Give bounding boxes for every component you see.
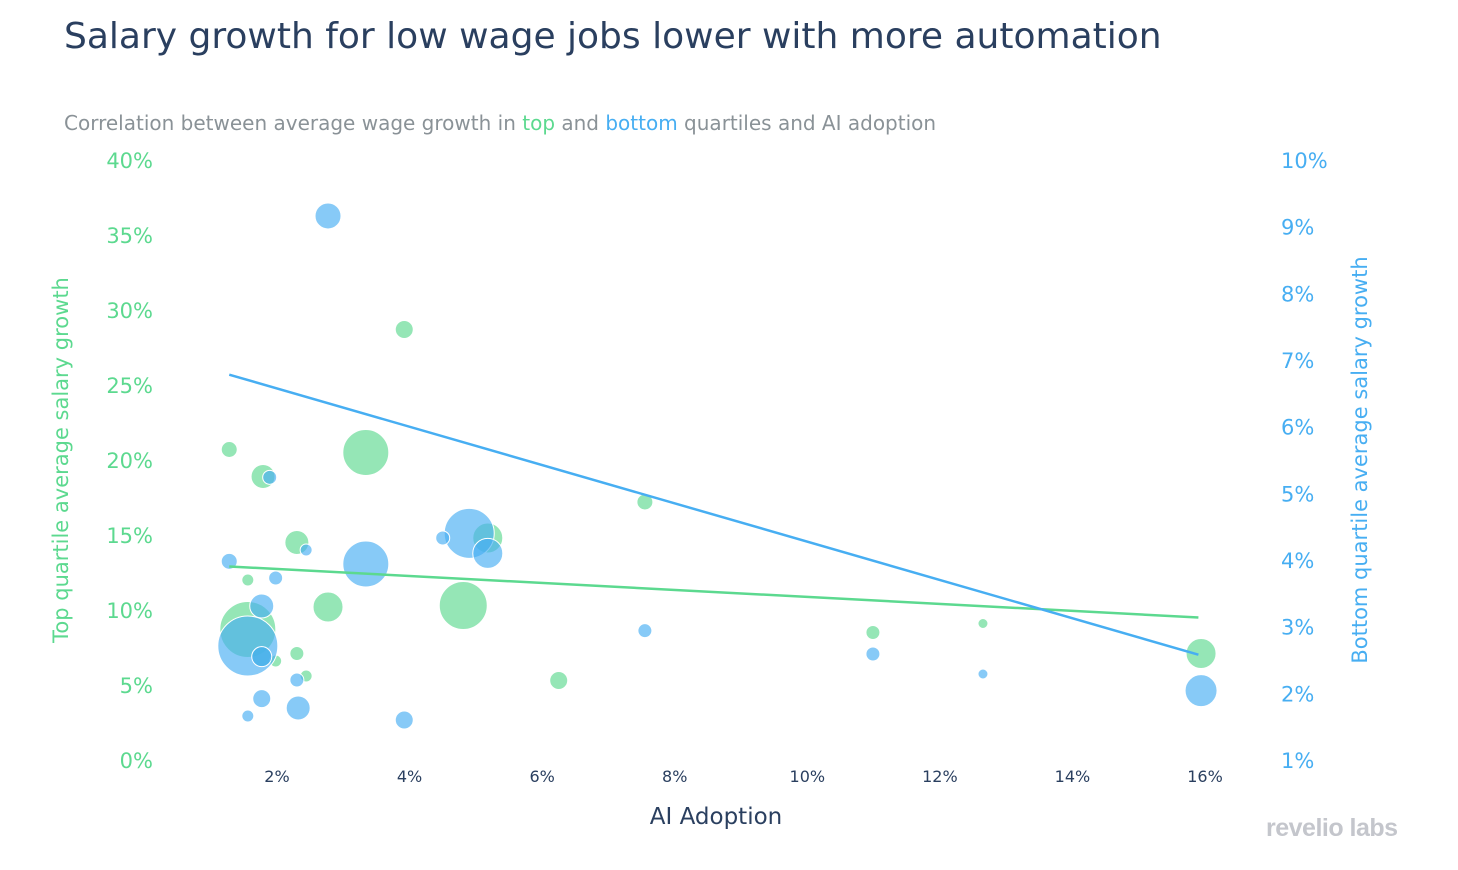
- y-right-tick-label: 5%: [1281, 482, 1314, 506]
- bottom-point: [285, 695, 311, 721]
- chart-title: Salary growth for low wage jobs lower wi…: [64, 16, 1162, 57]
- bottom-point: [289, 672, 305, 688]
- subtitle-middle: and: [555, 111, 606, 135]
- top-point: [342, 429, 390, 476]
- bottom-point: [472, 537, 504, 569]
- y-left-tick-label: 40%: [106, 149, 153, 173]
- x-axis-label: AI Adoption: [650, 804, 783, 830]
- y-right-axis-label: Bottom quartile average salary growth: [1348, 256, 1372, 663]
- bottom-point: [268, 570, 284, 586]
- y-right-tick-label: 7%: [1281, 349, 1314, 373]
- top-point: [438, 581, 488, 630]
- subtitle-bottom-word: bottom: [605, 111, 678, 135]
- top-point: [241, 573, 255, 587]
- bottom-point: [299, 543, 313, 557]
- y-left-tick-label: 25%: [106, 374, 153, 398]
- y-right-tick-label: 1%: [1281, 749, 1314, 773]
- top-point: [289, 646, 305, 661]
- y-right-tick-label: 6%: [1281, 416, 1314, 440]
- bottom-point: [252, 689, 272, 709]
- subtitle-prefix: Correlation between average wage growth …: [64, 111, 523, 135]
- bottom-trendline: [228, 373, 1199, 656]
- top-point: [1185, 638, 1217, 669]
- y-right-tick-label: 2%: [1281, 682, 1314, 706]
- chart-subtitle: Correlation between average wage growth …: [64, 111, 936, 135]
- y-left-axis-label: Top quartile average salary growth: [49, 277, 73, 644]
- top-point: [394, 320, 414, 339]
- top-trendline: [229, 565, 1199, 619]
- bottom-point: [241, 709, 255, 723]
- x-tick-label: 8%: [662, 767, 687, 786]
- top-point: [865, 625, 881, 640]
- y-right-tick-label: 3%: [1281, 616, 1314, 640]
- bottom-point: [220, 552, 238, 570]
- bottom-point: [249, 593, 275, 619]
- bottom-point: [977, 668, 989, 680]
- top-point: [977, 618, 989, 629]
- y-left-tick-label: 5%: [120, 674, 153, 698]
- x-tick-label: 16%: [1187, 767, 1223, 786]
- bottom-point: [314, 202, 342, 230]
- x-tick-label: 2%: [264, 767, 289, 786]
- subtitle-top-word: top: [522, 111, 556, 135]
- bottom-point: [435, 530, 451, 546]
- bottom-point: [637, 623, 653, 639]
- revelio-labs-logo: revelio labs: [1266, 814, 1398, 842]
- bottom-point: [394, 710, 414, 730]
- bottom-point: [251, 646, 273, 668]
- top-point: [312, 591, 344, 623]
- x-tick-label: 4%: [397, 767, 422, 786]
- bottom-point: [1184, 674, 1218, 708]
- top-point: [220, 441, 238, 458]
- top-point: [549, 671, 569, 690]
- y-left-tick-label: 0%: [120, 749, 153, 773]
- y-left-tick-label: 35%: [106, 224, 153, 248]
- y-right-tick-label: 4%: [1281, 549, 1314, 573]
- bottom-point: [217, 615, 279, 677]
- bottom-point: [342, 540, 390, 588]
- bottom-point: [262, 469, 278, 485]
- y-left-tick-label: 15%: [106, 524, 153, 548]
- bottom-point: [865, 646, 881, 662]
- y-right-tick-label: 8%: [1281, 282, 1314, 306]
- x-tick-label: 14%: [1055, 767, 1091, 786]
- x-tick-label: 10%: [790, 767, 826, 786]
- y-left-tick-label: 20%: [106, 449, 153, 473]
- y-left-tick-label: 30%: [106, 299, 153, 323]
- y-right-tick-label: 9%: [1281, 216, 1314, 240]
- x-tick-label: 12%: [922, 767, 958, 786]
- x-tick-label: 6%: [529, 767, 554, 786]
- y-left-tick-label: 10%: [106, 599, 153, 623]
- subtitle-suffix: quartiles and AI adoption: [677, 111, 937, 135]
- y-right-tick-label: 10%: [1281, 149, 1328, 173]
